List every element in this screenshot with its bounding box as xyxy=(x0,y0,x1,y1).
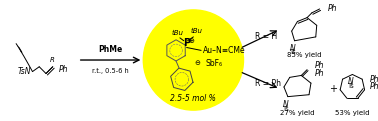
Text: 27% yield: 27% yield xyxy=(280,110,315,116)
Text: Ts: Ts xyxy=(289,49,296,55)
Text: 85% yield: 85% yield xyxy=(287,52,321,58)
Text: Ph: Ph xyxy=(370,75,378,84)
Text: Ph: Ph xyxy=(315,61,324,70)
Text: Ph: Ph xyxy=(370,83,378,91)
Text: N: N xyxy=(283,100,289,110)
Text: R = H: R = H xyxy=(255,32,277,41)
Text: P: P xyxy=(183,38,190,48)
Text: Ts: Ts xyxy=(282,106,289,112)
Text: Au–N≡CMe: Au–N≡CMe xyxy=(203,46,246,55)
Text: TsN: TsN xyxy=(18,67,31,76)
Text: SbF₆: SbF₆ xyxy=(206,59,223,68)
Text: Ph: Ph xyxy=(315,69,324,78)
Text: N: N xyxy=(348,77,353,86)
Text: r.t., 0.5-6 h: r.t., 0.5-6 h xyxy=(92,68,129,74)
Text: +: + xyxy=(329,84,337,94)
Text: Ts: Ts xyxy=(347,83,354,89)
Text: N: N xyxy=(290,44,296,53)
Text: PhMe: PhMe xyxy=(98,45,122,54)
Text: 2.5-5 mol %: 2.5-5 mol % xyxy=(170,94,216,103)
Text: Ph: Ph xyxy=(59,65,68,74)
Text: ⊖: ⊖ xyxy=(194,60,200,66)
Text: 53% yield: 53% yield xyxy=(335,110,370,116)
Text: ⊕: ⊕ xyxy=(189,38,194,44)
Text: Ph: Ph xyxy=(328,4,338,13)
Text: R = Ph: R = Ph xyxy=(255,79,281,88)
Circle shape xyxy=(143,10,243,110)
Text: tBu: tBu xyxy=(190,28,202,34)
Text: tBu: tBu xyxy=(172,30,184,36)
Text: R: R xyxy=(50,57,55,63)
